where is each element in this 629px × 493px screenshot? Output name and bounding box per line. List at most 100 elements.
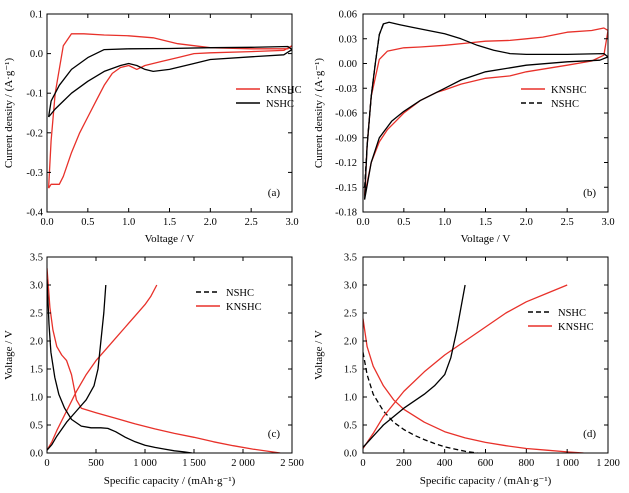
series-line-knshc bbox=[47, 268, 281, 453]
series-line-curve-2 bbox=[363, 284, 568, 449]
plot-area bbox=[363, 21, 608, 200]
legend: KNSHC NSHC bbox=[521, 85, 587, 110]
y-tick-label: 2.0 bbox=[344, 337, 357, 348]
y-tick-label: -0.18 bbox=[335, 208, 357, 219]
x-tick-label: 0 bbox=[360, 458, 365, 469]
y-axis-label: Current density / (A·g⁻¹) bbox=[313, 58, 325, 169]
y-tick-label: -0.4 bbox=[26, 208, 43, 219]
y-tick-label: 2.0 bbox=[30, 337, 43, 348]
legend-label-knshc: KNSHC bbox=[226, 302, 262, 313]
chart-panel-1: 0.0 0.5 1.0 1.5 2.0 2.5 3.0 -0.4 -0.3 -0.2 -0.1 0.0… bbox=[3, 10, 302, 246]
plot-frame bbox=[362, 256, 609, 454]
chart-panel-4: 0 200 400 600 800 1 000 1 200 0.0 0.5 1.0 1.5 2.0 2.… bbox=[313, 253, 620, 488]
y-tick-label: 0.5 bbox=[30, 421, 43, 432]
series-line-knshc bbox=[47, 33, 292, 189]
x-axis-label: Voltage / V bbox=[461, 233, 511, 245]
y-tick-label: 0.1 bbox=[30, 10, 43, 21]
series-line-curve-3 bbox=[47, 279, 193, 453]
plot-frame bbox=[46, 256, 293, 454]
x-axis-label: Voltage / V bbox=[145, 233, 195, 245]
x-tick-label: 0.5 bbox=[81, 217, 94, 228]
y-tick-label: -0.1 bbox=[26, 89, 43, 100]
y-tick-label: 3.0 bbox=[344, 281, 357, 292]
x-tick-label: 0.0 bbox=[40, 217, 53, 228]
panel-label: (d) bbox=[583, 428, 596, 440]
x-tick-label: 0.5 bbox=[397, 217, 410, 228]
y-tick-label: 1.0 bbox=[344, 393, 357, 404]
y-tick-label: 2.5 bbox=[344, 309, 357, 320]
x-tick-label: 1 000 bbox=[133, 458, 157, 469]
y-axis-label: Voltage / V bbox=[313, 330, 325, 380]
panel-label: (c) bbox=[268, 428, 281, 440]
y-tick-label: 0.06 bbox=[339, 10, 357, 21]
y-tick-label: 0.0 bbox=[30, 449, 43, 460]
legend-label-nshc: NSHC bbox=[551, 99, 579, 110]
x-tick-label: 2.5 bbox=[561, 217, 574, 228]
x-axis-label: Specific capacity / (mAh·g⁻¹) bbox=[420, 475, 552, 487]
x-tick-label: 500 bbox=[88, 458, 104, 469]
y-tick-label: 2.5 bbox=[30, 309, 43, 320]
series-line-knshc bbox=[363, 318, 584, 453]
y-tick-label: 1.0 bbox=[30, 393, 43, 404]
x-tick-label: 2 500 bbox=[280, 458, 304, 469]
x-tick-label: 1.5 bbox=[163, 217, 176, 228]
y-tick-label: 0.0 bbox=[344, 449, 357, 460]
x-axis-label: Specific capacity / (mAh·g⁻¹) bbox=[104, 475, 236, 487]
y-tick-label: 0.03 bbox=[339, 34, 357, 45]
legend-label-knshc: KNSHC bbox=[551, 85, 587, 96]
legend: NSHC KNSHC bbox=[528, 308, 594, 333]
x-tick-label: 1 500 bbox=[182, 458, 206, 469]
x-tick-label: 1.0 bbox=[122, 217, 135, 228]
y-tick-label: 0.5 bbox=[344, 421, 357, 432]
y-tick-label: 1.5 bbox=[344, 365, 357, 376]
x-tick-label: 2.0 bbox=[520, 217, 533, 228]
plot-area bbox=[47, 268, 281, 453]
series-line-nshc bbox=[363, 23, 385, 188]
y-tick-label: -0.09 bbox=[335, 133, 357, 144]
series-line-knshc bbox=[363, 27, 608, 196]
legend-label-nshc: NSHC bbox=[266, 99, 294, 110]
plot-frame bbox=[362, 13, 609, 213]
chart-panel-2: 0.0 0.5 1.0 1.5 2.0 2.5 3.0 -0.18 -0.15 -0.12 -0.0… bbox=[313, 10, 615, 246]
legend-label-knshc: KNSHC bbox=[558, 322, 594, 333]
x-tick-label: 0 bbox=[44, 458, 49, 469]
y-tick-label: -0.15 bbox=[335, 183, 357, 194]
panel-label: (a) bbox=[268, 187, 281, 199]
legend-label-nshc: NSHC bbox=[226, 288, 254, 299]
x-tick-label: 400 bbox=[437, 458, 453, 469]
legend: NSHC KNSHC bbox=[196, 288, 262, 313]
plot-area bbox=[363, 284, 584, 453]
series-line-nshc bbox=[47, 45, 292, 118]
y-tick-label: -0.2 bbox=[26, 128, 43, 139]
x-tick-label: 3.0 bbox=[285, 217, 298, 228]
y-tick-label: 0.0 bbox=[30, 49, 43, 60]
legend-label-knshc: KNSHC bbox=[266, 85, 302, 96]
series-line-curve-2 bbox=[363, 21, 608, 200]
panel-label: (b) bbox=[583, 187, 596, 199]
y-tick-label: -0.12 bbox=[335, 158, 357, 169]
x-tick-label: 1.0 bbox=[438, 217, 451, 228]
legend: KNSHC NSHC bbox=[236, 85, 302, 110]
series-line-curve-2 bbox=[47, 284, 158, 451]
x-tick-label: 0.0 bbox=[356, 217, 369, 228]
x-tick-label: 600 bbox=[478, 458, 494, 469]
x-tick-label: 2.0 bbox=[204, 217, 217, 228]
y-axis-label: Current density / (A·g⁻¹) bbox=[3, 58, 15, 169]
y-tick-label: 0.00 bbox=[339, 59, 357, 70]
x-tick-label: 1.5 bbox=[479, 217, 492, 228]
x-tick-label: 1 200 bbox=[596, 458, 620, 469]
x-tick-label: 2.5 bbox=[245, 217, 258, 228]
plot-area bbox=[47, 33, 292, 189]
y-tick-label: -0.3 bbox=[26, 168, 43, 179]
series-line-curve-3 bbox=[363, 284, 466, 448]
y-tick-label: 3.5 bbox=[344, 253, 357, 264]
y-tick-label: -0.06 bbox=[335, 109, 357, 120]
x-tick-label: 3.0 bbox=[601, 217, 614, 228]
x-tick-label: 800 bbox=[518, 458, 534, 469]
y-tick-label: 1.5 bbox=[30, 365, 43, 376]
y-tick-label: -0.03 bbox=[335, 84, 357, 95]
legend-label-nshc: NSHC bbox=[558, 308, 586, 319]
plot-frame bbox=[46, 13, 293, 213]
y-axis-label: Voltage / V bbox=[3, 330, 15, 380]
x-tick-label: 1 000 bbox=[555, 458, 579, 469]
